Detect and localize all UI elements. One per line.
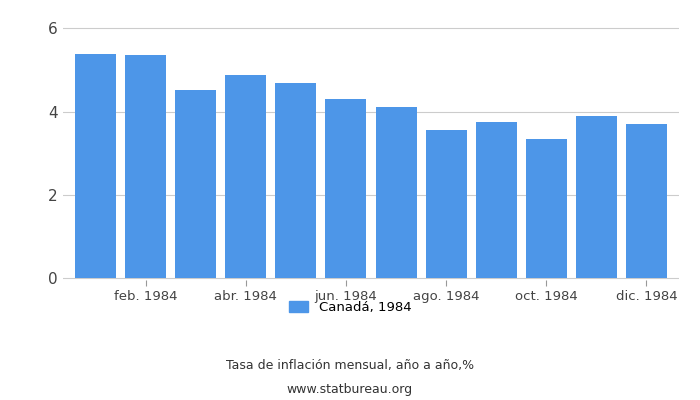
Bar xyxy=(476,122,517,278)
Bar xyxy=(375,108,416,278)
Legend: Canadá, 1984: Canadá, 1984 xyxy=(284,296,416,320)
Bar xyxy=(626,124,667,278)
Text: Tasa de inflación mensual, año a año,%: Tasa de inflación mensual, año a año,% xyxy=(226,360,474,372)
Bar xyxy=(426,130,467,278)
Bar xyxy=(225,75,266,278)
Bar xyxy=(125,55,166,278)
Bar xyxy=(526,139,567,278)
Bar xyxy=(275,82,316,278)
Text: www.statbureau.org: www.statbureau.org xyxy=(287,384,413,396)
Bar xyxy=(75,54,116,278)
Bar xyxy=(326,99,367,278)
Bar xyxy=(576,116,617,278)
Bar xyxy=(175,90,216,278)
